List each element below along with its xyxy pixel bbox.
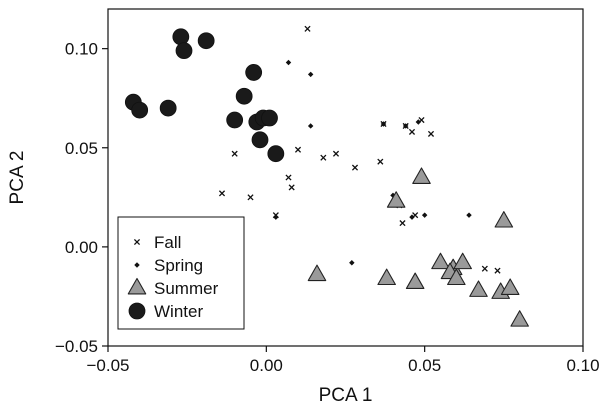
summer-point (405, 272, 425, 290)
summer-point (500, 278, 520, 295)
summer-point (494, 211, 514, 228)
x-tick-label: 0.10 (566, 356, 599, 375)
legend-label-summer: Summer (154, 279, 219, 298)
fall-point (408, 128, 416, 135)
winter-point (245, 64, 263, 81)
x-axis-ticks: −0.05 0.00 0.05 0.10 (86, 346, 600, 375)
legend: Fall Spring Summer Winter (117, 216, 245, 330)
fall-point (247, 194, 254, 201)
winter-point (172, 28, 190, 46)
spring-legend-marker (134, 262, 140, 268)
summer-point (307, 264, 327, 282)
x-axis-label: PCA 1 (319, 385, 373, 406)
spring-point (409, 214, 415, 220)
y-tick-label: 0.05 (65, 139, 98, 158)
fall-point (304, 25, 311, 32)
fall-point (288, 184, 295, 191)
spring-point (349, 260, 355, 266)
fall-point (481, 265, 488, 272)
fall-point (294, 146, 302, 153)
spring-point (285, 59, 292, 66)
spring-point (380, 121, 387, 127)
summer-point (386, 191, 406, 208)
spring-point (273, 214, 279, 220)
fall-point (218, 190, 226, 197)
data-points (124, 25, 529, 327)
legend-label-winter: Winter (154, 302, 203, 321)
winter-point (235, 87, 253, 105)
spring-point (307, 123, 314, 129)
winter-point (267, 145, 285, 163)
x-tick-label: 0.00 (250, 356, 283, 375)
spring-point (466, 212, 472, 218)
y-tick-label: 0.10 (65, 40, 98, 59)
winter-legend-marker (128, 302, 146, 320)
summer-point (447, 268, 466, 286)
plot-frame (107, 8, 584, 347)
fall-point (332, 150, 340, 157)
spring-point (402, 123, 409, 129)
summer-point (510, 310, 529, 327)
summer-point (453, 252, 472, 270)
summer-point (469, 280, 488, 297)
fall-point (427, 130, 435, 137)
spring-point (307, 71, 314, 78)
winter-point (226, 111, 244, 129)
spring-point (421, 212, 428, 218)
fall-point (231, 150, 238, 157)
summer-point (377, 268, 396, 286)
fall-point (285, 174, 292, 181)
y-axis-label: PCA 2 (7, 151, 28, 205)
winter-point (131, 101, 149, 119)
winter-point (197, 32, 215, 50)
summer-point (412, 167, 431, 184)
winter-point (261, 109, 278, 127)
winter-point (251, 131, 269, 149)
fall-point (351, 164, 359, 171)
fall-point (399, 220, 406, 227)
legend-label-spring: Spring (154, 256, 203, 275)
spring-point (415, 119, 422, 125)
y-tick-label: 0.00 (65, 238, 98, 257)
fall-legend-marker (133, 238, 141, 246)
winter-point (159, 99, 177, 117)
x-tick-label: 0.05 (408, 356, 441, 375)
fall-point (377, 158, 384, 165)
legend-label-fall: Fall (154, 233, 181, 252)
summer-legend-marker (127, 277, 147, 295)
fall-point (494, 267, 501, 274)
y-axis-ticks: −0.05 0.00 0.05 0.10 (55, 40, 108, 356)
x-tick-label: −0.05 (86, 356, 129, 375)
winter-point (175, 42, 193, 60)
y-tick-label: −0.05 (55, 337, 98, 356)
summer-point (431, 252, 450, 270)
fall-point (320, 154, 327, 161)
